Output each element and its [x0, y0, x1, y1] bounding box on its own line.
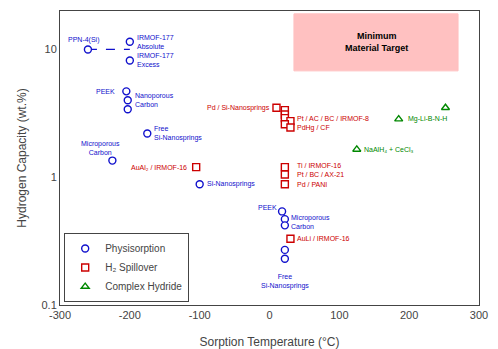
svg-text:PEEK: PEEK — [258, 204, 277, 211]
svg-text:IRMOF-177Excess: IRMOF-177Excess — [137, 52, 174, 68]
svg-text:PdHg / CF: PdHg / CF — [297, 124, 330, 132]
svg-text:Hydrogen Capacity (wt.%): Hydrogen Capacity (wt.%) — [15, 88, 29, 227]
svg-text:10: 10 — [45, 43, 57, 55]
svg-text:AuAl₂ / IRMOF-16: AuAl₂ / IRMOF-16 — [131, 164, 187, 171]
svg-text:MicroporousCarbon: MicroporousCarbon — [291, 214, 330, 230]
svg-text:1: 1 — [51, 171, 57, 183]
svg-text:Pt / BC / AX-21: Pt / BC / AX-21 — [297, 171, 344, 178]
svg-text:MinimumMaterial Target: MinimumMaterial Target — [345, 31, 408, 53]
svg-text:Pd / PANI: Pd / PANI — [297, 181, 327, 188]
svg-text:100: 100 — [330, 309, 348, 321]
svg-text:Si-Nanosprings: Si-Nanosprings — [207, 180, 255, 188]
svg-text:FreeSi-Nanosprings: FreeSi-Nanosprings — [261, 273, 309, 290]
svg-text:MicroporousCarbon: MicroporousCarbon — [81, 140, 120, 156]
svg-text:Sorption Temperature (°C): Sorption Temperature (°C) — [200, 335, 340, 349]
svg-text:NanoporousCarbon: NanoporousCarbon — [135, 92, 174, 108]
svg-text:PPN-4(Si): PPN-4(Si) — [68, 36, 100, 44]
svg-text:-100: -100 — [189, 309, 211, 321]
svg-text:AuLi / IRMOF-16: AuLi / IRMOF-16 — [297, 235, 350, 242]
svg-text:IRMOF-177Absolute: IRMOF-177Absolute — [137, 34, 174, 50]
svg-text:Pt / AC / BC / IRMOF-8: Pt / AC / BC / IRMOF-8 — [297, 115, 369, 122]
svg-text:-200: -200 — [119, 309, 141, 321]
svg-text:300: 300 — [470, 309, 488, 321]
svg-text:PEEK: PEEK — [96, 88, 115, 95]
svg-text:Ti / IRMOF-16: Ti / IRMOF-16 — [297, 162, 341, 169]
svg-text:FreeSi-Nanosprings: FreeSi-Nanosprings — [154, 125, 202, 142]
svg-text:Physisorption: Physisorption — [105, 243, 165, 254]
svg-text:NaAlH₄ + CeCl₃: NaAlH₄ + CeCl₃ — [364, 146, 414, 153]
svg-text:Mg-Li-B-N-H: Mg-Li-B-N-H — [408, 115, 447, 123]
svg-text:Pd / Si-Nanosprings: Pd / Si-Nanosprings — [207, 104, 270, 112]
svg-text:0.1: 0.1 — [42, 299, 57, 311]
svg-text:-300: -300 — [49, 309, 71, 321]
svg-text:200: 200 — [400, 309, 418, 321]
svg-text:0: 0 — [266, 309, 272, 321]
svg-text:Complex Hydride: Complex Hydride — [105, 281, 182, 292]
svg-text:H₂ Spillover: H₂ Spillover — [105, 262, 158, 273]
